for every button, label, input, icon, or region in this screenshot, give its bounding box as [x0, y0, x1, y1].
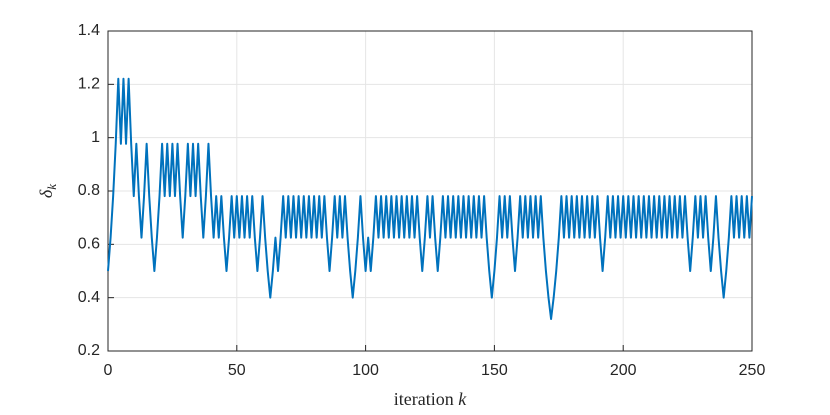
x-axis-label: iteration k	[394, 389, 467, 409]
y-tick-label: 0.6	[78, 236, 100, 253]
x-tick-label: 100	[352, 362, 379, 379]
x-tick-label: 150	[481, 362, 508, 379]
y-tick-label: 0.2	[78, 342, 100, 359]
x-tick-label: 250	[739, 362, 766, 379]
x-tick-label: 200	[610, 362, 637, 379]
y-tick-label: 1.4	[78, 22, 100, 39]
axes-box	[107, 30, 753, 352]
y-tick-label: 1	[91, 129, 100, 146]
y-tick-label: 0.4	[78, 289, 100, 306]
y-tick-label: 1.2	[78, 76, 100, 93]
x-label-var: k	[458, 389, 467, 409]
x-tick-label: 0	[104, 362, 113, 379]
x-tick-label: 50	[228, 362, 246, 379]
data-line	[107, 77, 753, 320]
y-axis-label: δk	[36, 184, 59, 198]
y-label-sub: k	[44, 184, 59, 190]
y-tick-label: 0.8	[78, 182, 100, 199]
x-label-text: iteration	[394, 389, 454, 409]
y-label-text: δ	[36, 189, 56, 198]
